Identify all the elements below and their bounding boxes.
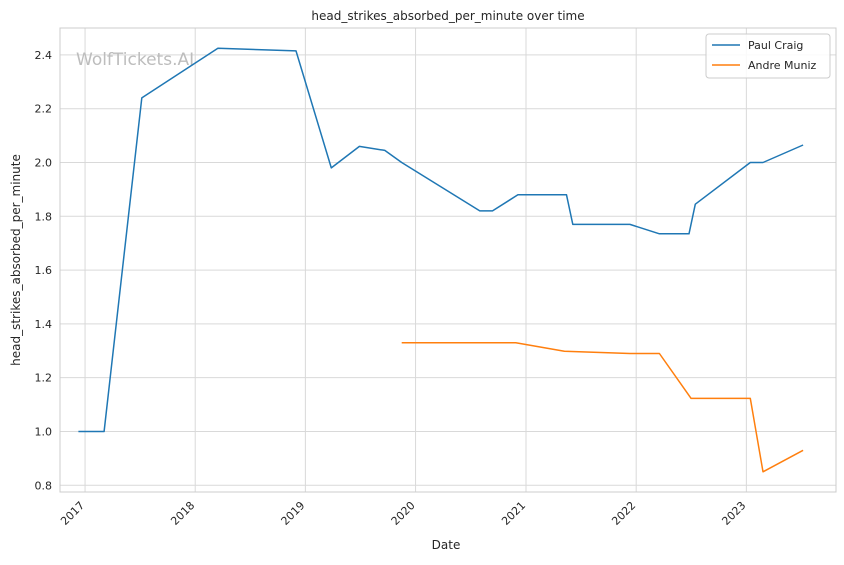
- x-tick-label: 2022: [609, 499, 638, 528]
- series-lines: [78, 47, 804, 473]
- y-tick-label: 1.8: [35, 210, 53, 223]
- y-tick-label: 1.0: [35, 425, 53, 438]
- chart-title: head_strikes_absorbed_per_minute over ti…: [311, 9, 584, 23]
- plot-frame: [59, 27, 837, 493]
- tick-labels: 0.8 1.0 1.2 1.4 1.6 1.8 2.0 2.2 2.4 2017 2018 2019 2…: [35, 49, 749, 528]
- y-tick-label: 2.4: [35, 49, 53, 62]
- y-tick-label: 1.6: [35, 264, 53, 277]
- x-tick-label: 2018: [168, 499, 197, 528]
- legend-items: Paul Craig Andre Muniz: [712, 39, 817, 72]
- legend: Paul Craig Andre Muniz: [705, 33, 831, 79]
- watermark-text: WolfTickets.AI: [76, 50, 194, 70]
- x-axis-label: Date: [432, 538, 461, 552]
- x-tick-label: 2019: [279, 499, 308, 528]
- y-tick-label: 2.0: [35, 156, 53, 169]
- series-line: [78, 47, 804, 433]
- y-tick-label: 0.8: [35, 479, 53, 492]
- legend-label: Paul Craig: [748, 39, 803, 52]
- y-tick-label: 1.2: [35, 372, 53, 385]
- x-tick-label: 2021: [499, 499, 528, 528]
- y-axis-label: head_strikes_absorbed_per_minute: [9, 154, 23, 366]
- x-tick-label: 2023: [719, 499, 748, 528]
- x-tick-label: 2020: [389, 499, 418, 528]
- grid: [60, 28, 836, 492]
- series-line: [401, 341, 804, 473]
- legend-label: Andre Muniz: [748, 59, 817, 72]
- y-tick-label: 2.2: [35, 103, 53, 116]
- x-tick-label: 2017: [58, 499, 87, 528]
- y-tick-label: 1.4: [35, 318, 53, 331]
